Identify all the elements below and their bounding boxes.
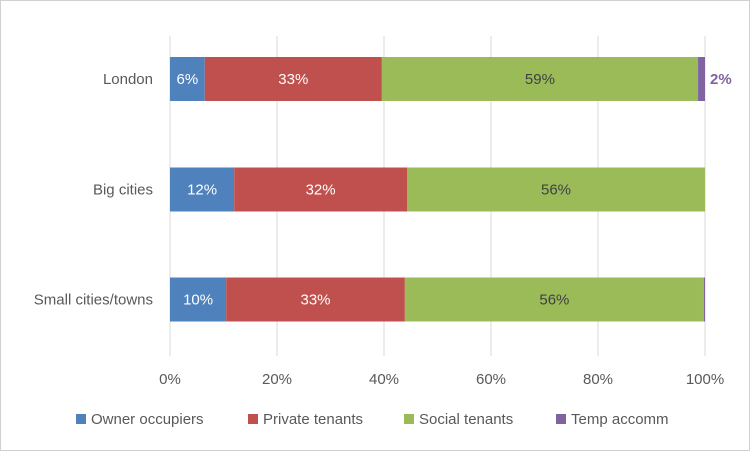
- legend-swatch: [76, 414, 86, 424]
- bar-segment-social-tenants: [381, 57, 699, 101]
- data-label: 33%: [301, 292, 331, 309]
- data-label: 56%: [539, 292, 569, 309]
- bar-segment-owner-occupiers: [170, 167, 235, 212]
- legend-swatch: [404, 414, 414, 424]
- bar-segment-social-tenants: [404, 277, 704, 322]
- category-label: Big cities: [93, 182, 153, 199]
- x-tick-label: 80%: [583, 371, 613, 388]
- data-label: 56%: [541, 182, 571, 199]
- legend-swatch: [248, 414, 258, 424]
- bar-segment-temp-accomm: [698, 57, 705, 101]
- x-tick-label: 0%: [159, 371, 181, 388]
- category-label: London: [103, 71, 153, 88]
- bar-segment-temp-accomm: [703, 277, 705, 322]
- category-label: Small cities/towns: [34, 292, 153, 309]
- bar-segment-private-tenants: [204, 57, 382, 101]
- data-label: 32%: [306, 182, 336, 199]
- x-tick-label: 100%: [686, 371, 724, 388]
- bar-segment-private-tenants: [226, 277, 405, 322]
- data-label: 12%: [187, 182, 217, 199]
- legend-swatch: [556, 414, 566, 424]
- bar-segment-social-tenants: [407, 167, 705, 212]
- x-tick-label: 40%: [369, 371, 399, 388]
- legend-label: Private tenants: [263, 411, 363, 428]
- data-label: 33%: [278, 71, 308, 88]
- data-label: 59%: [525, 71, 555, 88]
- x-tick-label: 20%: [262, 371, 292, 388]
- data-label: 6%: [177, 71, 199, 88]
- bar-segment-private-tenants: [234, 167, 408, 212]
- bar-segment-owner-occupiers: [170, 57, 205, 101]
- legend-label: Social tenants: [419, 411, 513, 428]
- legend-label: Temp accomm: [571, 411, 669, 428]
- legend-label: Owner occupiers: [91, 411, 204, 428]
- data-label: 2%: [710, 71, 732, 88]
- data-label: 10%: [183, 292, 213, 309]
- bar-segment-owner-occupiers: [170, 277, 227, 322]
- x-tick-label: 60%: [476, 371, 506, 388]
